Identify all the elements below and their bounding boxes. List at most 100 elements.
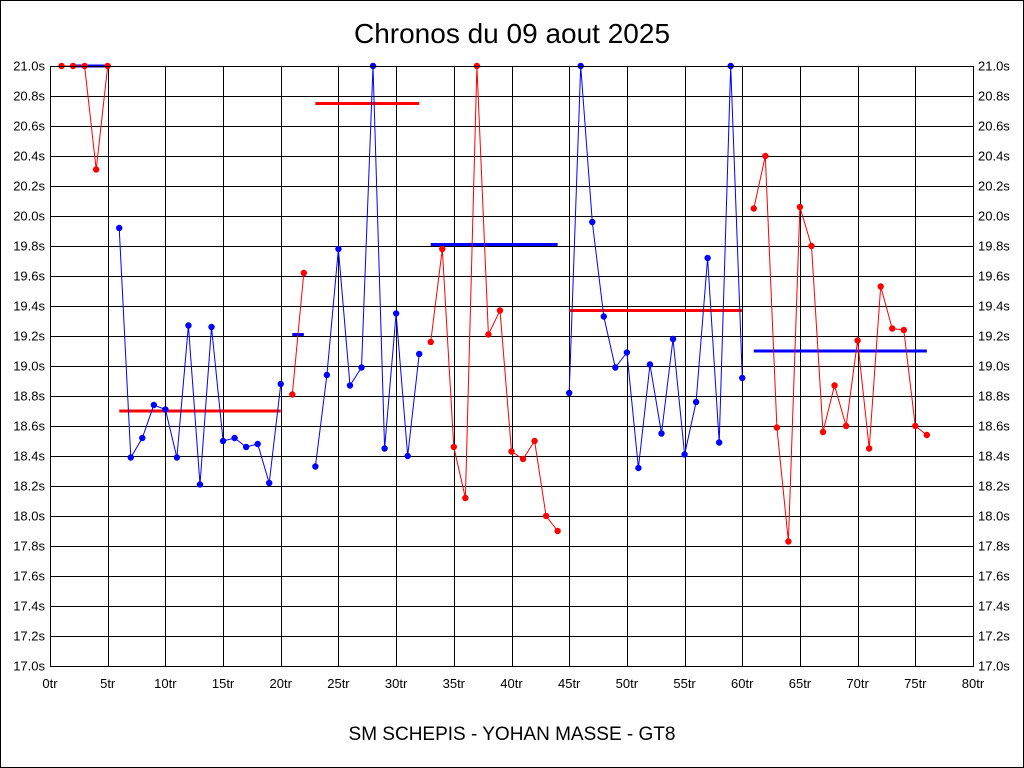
x-axis-labels: 0tr 5tr 10tr 15tr 20tr 25tr 30tr 35tr 40tr 45tr 50…: [42, 676, 984, 691]
y-tick-label-right: 19.0s: [978, 359, 1010, 374]
lap-point: [92, 166, 100, 173]
lap-point: [623, 349, 631, 356]
lap-point: [277, 380, 284, 388]
lap-point: [496, 307, 504, 314]
x-tick-label: 5tr: [100, 676, 116, 691]
y-tick-label-right: 20.0s: [978, 209, 1010, 224]
y-tick-label-left: 19.4s: [13, 299, 45, 314]
y-tick-label-right: 21.0s: [978, 59, 1010, 74]
y-tick-label-right: 17.8s: [978, 539, 1010, 554]
lap-point: [404, 452, 411, 460]
x-tick-label: 55tr: [673, 676, 696, 691]
lap-point: [785, 538, 792, 545]
lap-point: [139, 434, 146, 442]
stint-line: [291, 272, 305, 395]
y-tick-label-left: 20.2s: [13, 179, 45, 194]
grid: [50, 66, 974, 667]
stint-line: [568, 65, 743, 469]
y-tick-label-right: 20.6s: [978, 119, 1010, 134]
lap-point: [185, 322, 192, 329]
lap-point: [439, 245, 446, 253]
lap-point: [462, 494, 469, 502]
lap-point: [681, 451, 688, 458]
lap-point: [842, 422, 850, 430]
y-tick-label-left: 19.0s: [13, 359, 45, 374]
y-tick-label-left: 17.2s: [13, 629, 45, 644]
y-tick-label-left: 20.0s: [13, 209, 45, 224]
x-tick-label: 20tr: [270, 676, 293, 691]
y-tick-label-left: 21.0s: [13, 59, 45, 74]
y-tick-label-left: 19.8s: [13, 239, 45, 254]
lap-point: [335, 245, 342, 253]
y-tick-label-right: 19.4s: [978, 299, 1010, 314]
y-tick-label-left: 20.8s: [13, 89, 45, 104]
y-tick-label-left: 17.0s: [13, 659, 45, 674]
lap-point: [508, 448, 515, 455]
lap-point: [692, 398, 700, 406]
x-tick-label: 25tr: [327, 676, 350, 691]
stint-line: [753, 155, 928, 542]
lap-point: [554, 527, 561, 535]
lap-point: [162, 406, 169, 413]
lap-points: [58, 62, 931, 545]
lap-point: [485, 331, 492, 338]
y-tick-label-left: 17.8s: [13, 539, 45, 554]
stint-line: [430, 65, 559, 532]
y-tick-label-left: 18.6s: [13, 419, 45, 434]
y-tick-label-left: 20.4s: [13, 149, 45, 164]
lap-point: [808, 242, 815, 250]
x-tick-label: 75tr: [904, 676, 927, 691]
lap-point: [300, 269, 308, 277]
lap-point: [358, 364, 365, 371]
y-tick-label-left: 19.6s: [13, 269, 45, 284]
lap-point: [542, 512, 550, 520]
y-tick-label-right: 18.2s: [978, 479, 1010, 494]
y-tick-label-left: 20.6s: [13, 119, 45, 134]
lap-point: [242, 443, 250, 451]
y-tick-label-right: 17.0s: [978, 659, 1010, 674]
lap-point: [116, 224, 123, 232]
x-tick-label: 15tr: [212, 676, 235, 691]
y-tick-label-left: 18.8s: [13, 389, 45, 404]
lap-point: [715, 439, 723, 446]
lap-point: [219, 437, 227, 445]
lap-point: [289, 391, 296, 398]
x-tick-label: 35tr: [443, 676, 466, 691]
lap-point: [669, 335, 677, 343]
lap-point: [127, 454, 134, 461]
y-tick-label-left: 18.4s: [13, 449, 45, 464]
y-tick-label-left: 18.2s: [13, 479, 45, 494]
lap-point: [762, 152, 769, 160]
lap-point: [150, 401, 158, 409]
lap-point: [531, 437, 538, 445]
lap-point: [750, 205, 757, 212]
y-tick-label-left: 17.6s: [13, 569, 45, 584]
lap-point: [589, 218, 596, 226]
y-tick-label-right: 19.2s: [978, 329, 1010, 344]
y-tick-label-right: 18.0s: [978, 509, 1010, 524]
x-tick-label: 45tr: [558, 676, 581, 691]
lap-point: [831, 382, 838, 389]
x-tick-label: 30tr: [385, 676, 408, 691]
lap-point: [900, 326, 907, 334]
x-tick-label: 65tr: [789, 676, 812, 691]
x-tick-label: 80tr: [962, 676, 985, 691]
lap-point: [565, 389, 573, 397]
y-tick-label-right: 20.4s: [978, 149, 1010, 164]
lap-point: [877, 283, 884, 290]
lap-point: [312, 463, 319, 470]
x-tick-label: 10tr: [154, 676, 177, 691]
y-tick-label-right: 18.6s: [978, 419, 1010, 434]
lap-point: [658, 430, 665, 437]
y-tick-label-left: 18.0s: [13, 509, 45, 524]
y-tick-label-right: 19.6s: [978, 269, 1010, 284]
y-axis-left-labels: 17.0s 17.2s 17.4s 17.6s 17.8s 18.0s 18.2s 18.4s…: [13, 59, 45, 674]
lap-point: [208, 323, 215, 331]
lap-point: [519, 455, 527, 463]
lap-point: [704, 254, 711, 262]
y-tick-label-right: 17.4s: [978, 599, 1010, 614]
y-tick-label-right: 17.6s: [978, 569, 1010, 584]
lap-point: [231, 434, 238, 442]
y-tick-label-right: 20.8s: [978, 89, 1010, 104]
